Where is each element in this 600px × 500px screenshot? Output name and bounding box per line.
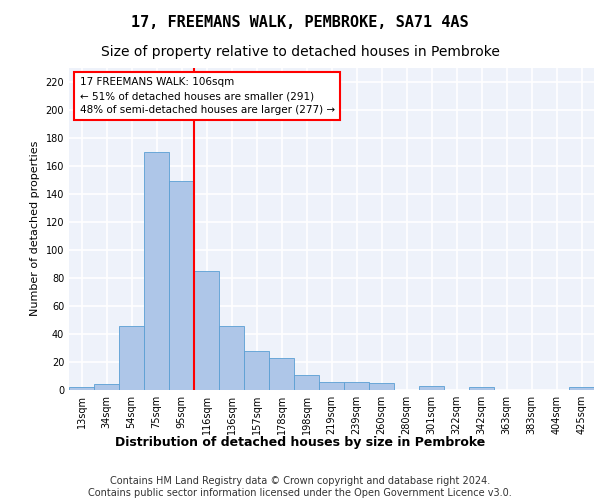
Bar	[194, 271, 219, 390]
Bar	[144, 152, 169, 390]
Bar	[69, 387, 94, 390]
Bar	[469, 387, 494, 390]
Text: Distribution of detached houses by size in Pembroke: Distribution of detached houses by size …	[115, 436, 485, 449]
Bar	[319, 382, 344, 390]
Bar	[219, 326, 244, 390]
Text: 17, FREEMANS WALK, PEMBROKE, SA71 4AS: 17, FREEMANS WALK, PEMBROKE, SA71 4AS	[131, 15, 469, 30]
Bar	[369, 383, 394, 390]
Bar	[119, 326, 144, 390]
Bar	[169, 181, 194, 390]
Bar	[569, 387, 594, 390]
Text: 17 FREEMANS WALK: 106sqm
← 51% of detached houses are smaller (291)
48% of semi-: 17 FREEMANS WALK: 106sqm ← 51% of detach…	[79, 77, 335, 115]
Bar	[244, 350, 269, 390]
Bar	[269, 358, 294, 390]
Y-axis label: Number of detached properties: Number of detached properties	[30, 141, 40, 316]
Text: Contains HM Land Registry data © Crown copyright and database right 2024.
Contai: Contains HM Land Registry data © Crown c…	[88, 476, 512, 498]
Text: Size of property relative to detached houses in Pembroke: Size of property relative to detached ho…	[101, 45, 499, 59]
Bar	[94, 384, 119, 390]
Bar	[294, 374, 319, 390]
Bar	[419, 386, 444, 390]
Bar	[344, 382, 369, 390]
